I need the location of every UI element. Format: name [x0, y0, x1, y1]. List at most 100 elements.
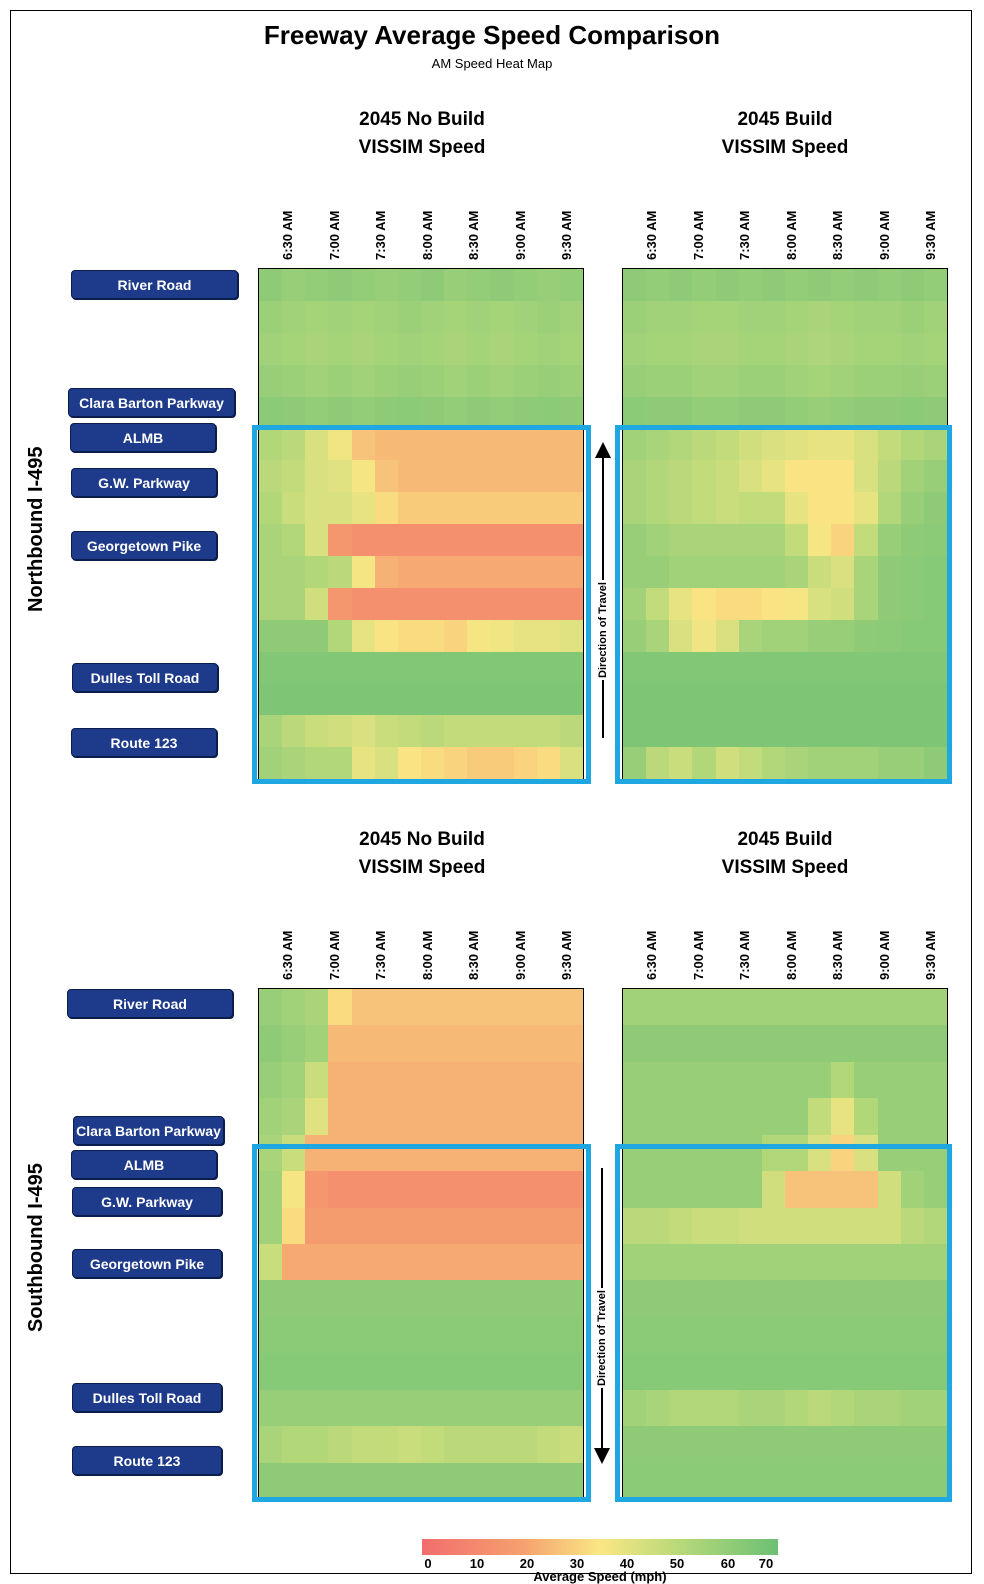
heatmap-cell: [646, 1207, 670, 1244]
heatmap-cell: [536, 300, 560, 333]
nb-location-clara-barton-parkway[interactable]: Clara Barton Parkway: [68, 388, 235, 417]
heatmap-cell: [923, 396, 947, 429]
heatmap-cell: [374, 587, 398, 620]
heatmap-cell: [646, 460, 670, 493]
heatmap-cell: [444, 1426, 468, 1463]
heatmap-cell: [490, 683, 514, 716]
heatmap-cell: [623, 1316, 647, 1354]
heatmap-cell: [715, 1280, 739, 1317]
heatmap-cell: [715, 1462, 739, 1499]
heatmap-cell: [282, 1353, 306, 1390]
heatmap-cell: [669, 269, 693, 301]
heatmap-cell: [259, 1061, 283, 1099]
heatmap-cell: [623, 460, 647, 493]
heatmap-cell: [761, 1316, 785, 1354]
heatmap-cell: [536, 1207, 560, 1244]
heatmap-cell: [784, 460, 809, 493]
sb-location-gw-parkway[interactable]: G.W. Parkway: [72, 1187, 222, 1216]
heatmap-cell: [559, 396, 583, 429]
heatmap-cell: [623, 1280, 647, 1317]
heatmap-cell: [328, 1462, 352, 1499]
heatmap-cell: [877, 269, 901, 301]
heatmap-cell: [854, 715, 878, 748]
heatmap-cell: [282, 1389, 306, 1427]
heatmap-cell: [444, 1462, 468, 1499]
heatmap-cell: [513, 460, 537, 493]
heatmap-cell: [467, 715, 491, 748]
heatmap-cell: [761, 1243, 785, 1281]
heatmap-cell: [692, 428, 716, 461]
nb-location-river-road[interactable]: River Road: [71, 270, 238, 299]
heatmap-cell: [715, 1426, 739, 1463]
heatmap-cell: [467, 747, 491, 779]
sb-location-almb[interactable]: ALMB: [71, 1150, 217, 1179]
heatmap-cell: [831, 1353, 855, 1390]
heatmap-cell: [444, 619, 468, 652]
heatmap-cell: [282, 364, 306, 397]
heatmap-cell: [513, 269, 537, 301]
heatmap-cell: [831, 460, 855, 493]
heatmap-cell: [669, 1025, 693, 1062]
heatmap-cell: [513, 1353, 537, 1390]
heatmap-cell: [646, 619, 670, 652]
sb-location-clara-barton-parkway[interactable]: Clara Barton Parkway: [73, 1116, 224, 1145]
heatmap-cell: [761, 747, 785, 779]
heatmap-cell: [351, 524, 375, 556]
heatmap-cell: [900, 683, 924, 716]
heatmap-cell: [559, 683, 583, 716]
heatmap-cell: [374, 1389, 398, 1427]
heatmap-cell: [467, 1353, 491, 1390]
heatmap-cell: [420, 1171, 445, 1208]
heatmap-cell: [692, 269, 716, 301]
nb-location-dulles-toll-road[interactable]: Dulles Toll Road: [72, 663, 218, 692]
heatmap-cell: [623, 619, 647, 652]
heatmap-cell: [420, 1061, 445, 1099]
heatmap-cell: [854, 747, 878, 779]
sb-location-route-123[interactable]: Route 123: [72, 1446, 222, 1475]
heatmap-cell: [444, 1389, 468, 1427]
heatmap-cell: [444, 396, 468, 429]
heatmap-cell: [467, 269, 491, 301]
sb-location-river-road[interactable]: River Road: [67, 989, 233, 1018]
heatmap-cell: [923, 651, 947, 684]
heatmap-cell: [397, 619, 421, 652]
heatmap-cell: [877, 1316, 901, 1354]
heatmap-cell: [513, 332, 537, 365]
sb-location-georgetown-pike[interactable]: Georgetown Pike: [72, 1249, 222, 1278]
sb-location-dulles-toll-road[interactable]: Dulles Toll Road: [72, 1383, 222, 1412]
heatmap-cell: [646, 651, 670, 684]
heatmap-cell: [923, 715, 947, 748]
nb-location-georgetown-pike[interactable]: Georgetown Pike: [71, 531, 217, 560]
heatmap-cell: [444, 683, 468, 716]
heatmap-cell: [374, 428, 398, 461]
heatmap-cell: [328, 1243, 352, 1281]
heatmap-cell: [420, 1134, 445, 1172]
heatmap-cell: [923, 1171, 947, 1208]
heatmap-cell: [420, 428, 445, 461]
heatmap-cell: [282, 1134, 306, 1172]
heatmap-cell: [328, 1061, 352, 1099]
heatmap-cell: [513, 1098, 537, 1135]
heatmap-cell: [536, 715, 560, 748]
heatmap-cell: [328, 989, 352, 1026]
heatmap-cell: [282, 619, 306, 652]
heatmap-cell: [900, 651, 924, 684]
heatmap-cell: [536, 651, 560, 684]
heatmap-cell: [738, 1134, 762, 1172]
heatmap-cell: [351, 460, 375, 493]
heatmap-cell: [328, 492, 352, 524]
heatmap-cell: [831, 1426, 855, 1463]
heatmap-cell: [467, 651, 491, 684]
heatmap-cell: [900, 1462, 924, 1499]
nb-location-route-123[interactable]: Route 123: [71, 728, 217, 757]
nb-location-almb[interactable]: ALMB: [70, 423, 216, 452]
heatmap-cell: [692, 651, 716, 684]
heatmap-cell: [738, 1389, 762, 1427]
legend-title: Average Speed (mph): [533, 1569, 667, 1584]
heatmap-cell: [646, 1134, 670, 1172]
heatmap-cell: [646, 300, 670, 333]
heatmap-cell: [259, 747, 283, 779]
nb-location-gw-parkway[interactable]: G.W. Parkway: [71, 468, 217, 497]
heatmap-cell: [761, 364, 785, 397]
heatmap-cell: [761, 1280, 785, 1317]
